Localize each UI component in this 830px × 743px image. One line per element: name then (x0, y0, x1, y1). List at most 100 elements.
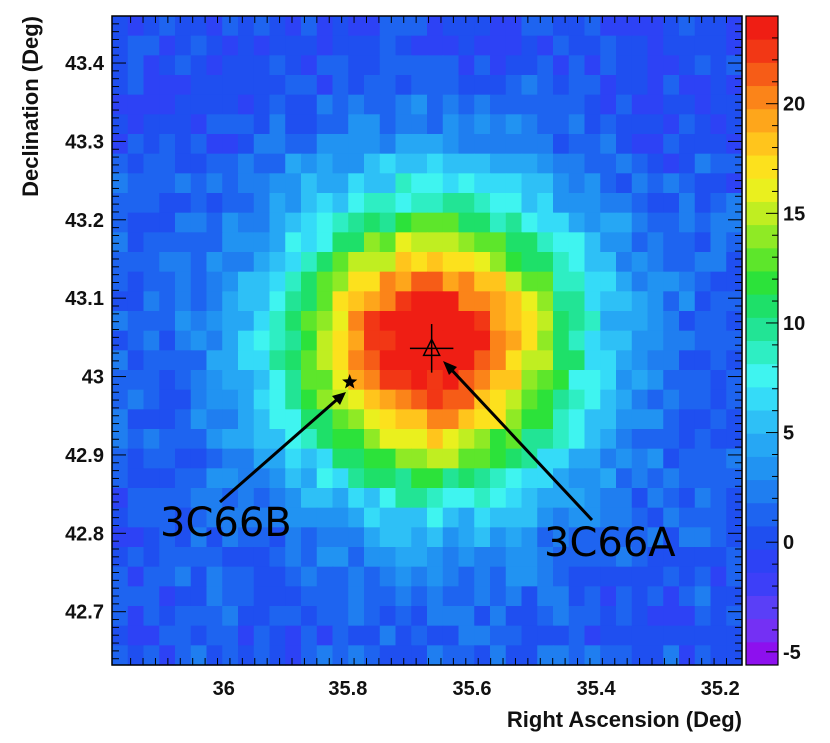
heatmap-cell (238, 448, 255, 469)
heatmap-cell (631, 16, 649, 37)
heatmap-cell (663, 547, 680, 568)
colorbar-band (746, 595, 778, 620)
heatmap-cell (537, 625, 554, 646)
heatmap-cell (663, 389, 680, 410)
heatmap-cell (694, 468, 712, 489)
heatmap-cell (442, 586, 460, 607)
heatmap-cell (411, 507, 428, 528)
heatmap-cell (332, 468, 349, 489)
heatmap-cell (253, 586, 271, 607)
heatmap-cell (332, 606, 349, 627)
heatmap-cell (458, 389, 475, 410)
heatmap-cell (458, 16, 475, 37)
heatmap-cell (568, 527, 586, 548)
heatmap-cell (190, 94, 208, 115)
heatmap-cell (521, 75, 538, 96)
heatmap-cell (269, 330, 286, 351)
heatmap-cell (332, 409, 349, 430)
heatmap-cell (600, 35, 617, 56)
heatmap-cell (631, 212, 649, 233)
heatmap-cell (269, 566, 286, 587)
heatmap-cell (364, 75, 381, 96)
heatmap-cell (537, 271, 554, 292)
heatmap-cell (285, 350, 302, 371)
heatmap-cell (427, 409, 444, 430)
heatmap-cell (427, 232, 444, 253)
heatmap-cell (332, 114, 349, 135)
heatmap-cell (458, 311, 475, 332)
heatmap-cell (285, 527, 302, 548)
heatmap-cell (175, 35, 192, 56)
heatmap-cell (301, 35, 318, 56)
heatmap-cell (726, 527, 743, 548)
heatmap-cell (190, 429, 208, 450)
heatmap-cell (537, 291, 554, 312)
heatmap-cell (238, 271, 255, 292)
heatmap-cell (253, 448, 271, 469)
heatmap-cell (679, 16, 696, 37)
heatmap-cell (301, 271, 318, 292)
heatmap-cell (600, 547, 617, 568)
heatmap-cell (301, 232, 318, 253)
heatmap-cell (600, 153, 617, 174)
heatmap-cell (726, 566, 743, 587)
heatmap-cell (600, 507, 617, 528)
heatmap-cell (348, 645, 365, 666)
heatmap-cell (348, 291, 365, 312)
heatmap-cell (301, 75, 318, 96)
arrow-3c66b-head (332, 392, 346, 405)
heatmap-cell (647, 645, 664, 666)
heatmap-cell (175, 75, 192, 96)
heatmap-cell (301, 606, 318, 627)
heatmap-cell (474, 370, 491, 391)
heatmap-cell (348, 173, 365, 194)
heatmap-cell (694, 507, 712, 528)
heatmap-cell (537, 114, 554, 135)
heatmap-cell (206, 389, 223, 410)
heatmap-cell (553, 114, 570, 135)
heatmap-cell (143, 291, 160, 312)
heatmap-cell (458, 153, 475, 174)
heatmap-cell (348, 547, 365, 568)
heatmap-cell (379, 645, 397, 666)
heatmap-cell (679, 350, 696, 371)
heatmap-cell (206, 16, 223, 37)
heatmap-cell (568, 252, 586, 273)
heatmap-cell (127, 271, 145, 292)
x-tick-label: 35.4 (577, 678, 617, 700)
heatmap-cell (190, 566, 208, 587)
heatmap-cell (112, 75, 129, 96)
heatmap-cell (175, 311, 192, 332)
heatmap-cell (206, 271, 223, 292)
heatmap-cell (395, 193, 412, 214)
heatmap-cell (348, 114, 365, 135)
heatmap-cell (600, 330, 617, 351)
heatmap-cell (411, 193, 428, 214)
heatmap-cell (427, 193, 444, 214)
heatmap-cell (647, 153, 664, 174)
heatmap-cell (442, 114, 460, 135)
heatmap-cell (474, 586, 491, 607)
heatmap-cell (395, 448, 412, 469)
heatmap-cell (411, 566, 428, 587)
heatmap-cell (348, 488, 365, 509)
heatmap-cell (694, 173, 712, 194)
heatmap-cell (442, 193, 460, 214)
heatmap-cell (710, 468, 727, 489)
heatmap-cell (238, 409, 255, 430)
heatmap-cell (269, 586, 286, 607)
heatmap-cell (427, 606, 444, 627)
heatmap-cell (647, 35, 664, 56)
x-tick-label: 35.6 (453, 678, 492, 700)
heatmap-cell (127, 448, 145, 469)
heatmap-cell (364, 645, 381, 666)
heatmap-cell (647, 55, 664, 76)
heatmap-cell (726, 75, 743, 96)
heatmap-cell (379, 252, 397, 273)
y-tick-label: 42.7 (65, 602, 104, 624)
heatmap-cell (222, 75, 239, 96)
heatmap-cell (600, 389, 617, 410)
heatmap-cell (301, 429, 318, 450)
heatmap-cell (679, 173, 696, 194)
heatmap-cell (584, 232, 601, 253)
